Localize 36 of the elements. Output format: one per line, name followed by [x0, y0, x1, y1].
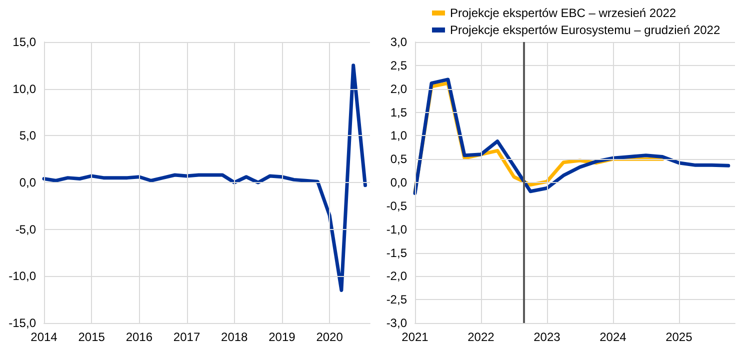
y-tick-label: -1,5: [386, 246, 408, 260]
y-tick-label: 2,0: [390, 82, 408, 96]
line-series: [42, 64, 367, 292]
y-tick-label: 5,0: [19, 128, 36, 143]
x-tick-label: 2024: [600, 330, 627, 344]
x-tick-label: 2018: [221, 330, 248, 344]
x-tick-label: 2019: [268, 330, 296, 344]
x-tick-label: 2021: [402, 330, 429, 344]
y-tick-label: -0,5: [386, 198, 408, 213]
y-tick-label: 3,0: [390, 35, 408, 49]
x-tick-label: 2022: [468, 330, 495, 344]
legend-label: Projekcje ekspertów EBC – wrzesień 2022: [450, 6, 676, 20]
y-tick-label: 1,5: [390, 105, 408, 120]
y-tick-label: -2,0: [386, 269, 408, 284]
x-tick-label: 2020: [316, 330, 344, 344]
x-tick-label: 2023: [534, 330, 561, 344]
y-tick-label: -1,0: [386, 222, 408, 236]
y-tick-label: -10,0: [8, 269, 36, 284]
x-tick-label: 2014: [30, 330, 58, 344]
y-tick-label: -2,5: [386, 292, 408, 307]
y-tick-label: 15,0: [12, 35, 36, 49]
y-tick-label: 1,0: [390, 128, 408, 143]
y-tick-label: 2,5: [390, 58, 408, 72]
y-tick-label: -3,0: [386, 316, 408, 330]
y-tick-label: 0,0: [390, 176, 408, 190]
y-tick-label: -5,0: [15, 222, 36, 236]
line-series: [413, 78, 730, 196]
x-tick-label: 2017: [173, 330, 200, 344]
y-tick-label: -15,0: [8, 316, 36, 330]
y-tick-label: 0,5: [390, 152, 408, 166]
x-tick-label: 2015: [78, 330, 106, 344]
x-tick-label: 2025: [666, 330, 693, 344]
y-tick-label: 0,0: [19, 176, 36, 190]
y-tick-label: 10,0: [12, 82, 36, 96]
x-tick-label: 2016: [126, 330, 153, 344]
legend-label: Projekcje ekspertów Eurosystemu – grudzień 2022: [450, 23, 720, 37]
